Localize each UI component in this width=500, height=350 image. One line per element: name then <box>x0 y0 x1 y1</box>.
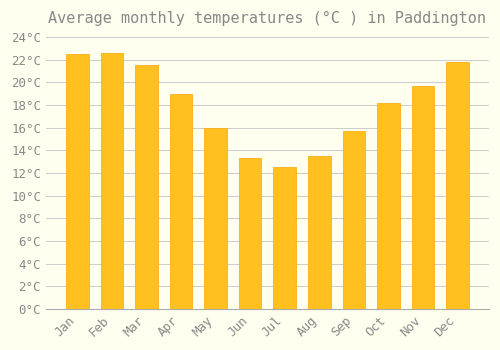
Bar <box>412 86 434 309</box>
Bar <box>377 103 400 309</box>
Bar <box>274 167 296 309</box>
Bar <box>204 128 227 309</box>
Bar <box>308 156 330 309</box>
Title: Average monthly temperatures (°C ) in Paddington: Average monthly temperatures (°C ) in Pa… <box>48 11 486 26</box>
Bar <box>342 131 365 309</box>
Bar <box>170 94 192 309</box>
Bar <box>239 158 262 309</box>
Bar <box>66 54 88 309</box>
Bar <box>100 53 123 309</box>
Bar <box>446 62 469 309</box>
Bar <box>135 65 158 309</box>
